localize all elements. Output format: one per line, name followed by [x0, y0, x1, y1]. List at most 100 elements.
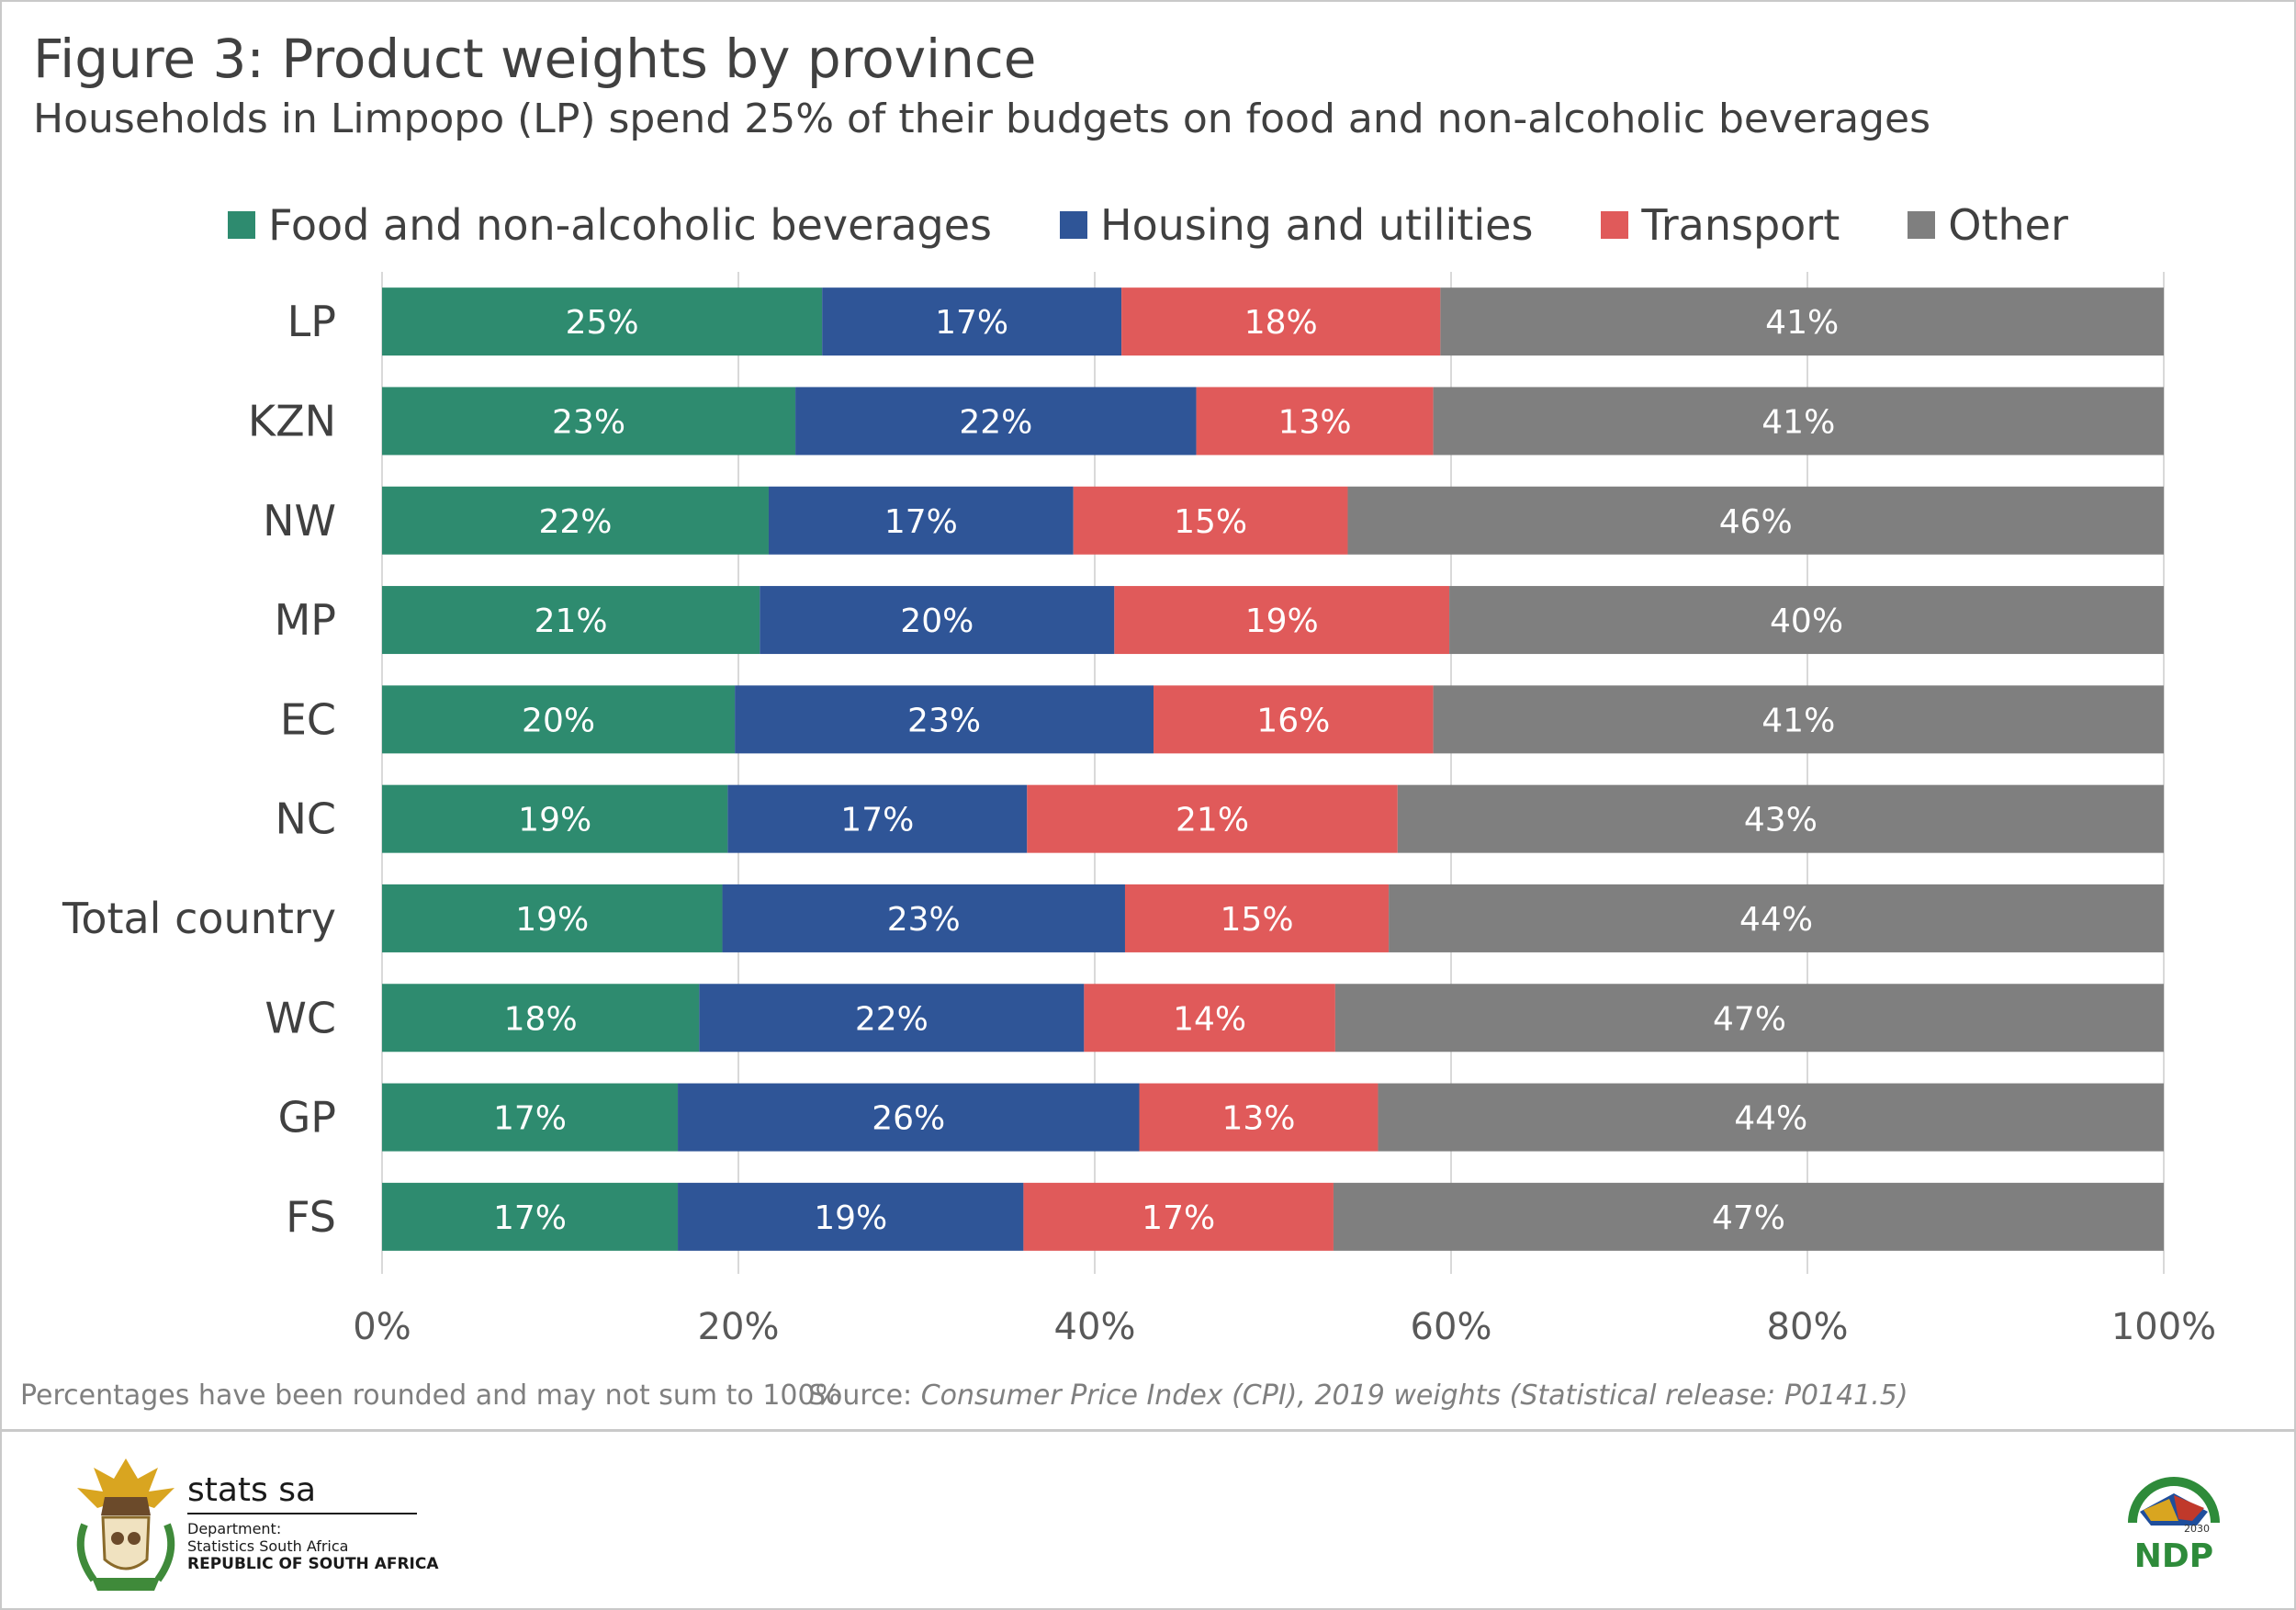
data-label: 19%	[515, 901, 589, 939]
data-label: 22%	[959, 403, 1032, 441]
category-label: NC	[275, 794, 336, 844]
coat-of-arms-icon	[76, 1458, 175, 1591]
statssa-dept-line2: Statistics South Africa	[187, 1537, 349, 1555]
statssa-country: REPUBLIC OF SOUTH AFRICA	[187, 1555, 439, 1573]
legend-swatch-food	[228, 211, 256, 239]
data-label: 19%	[1245, 602, 1319, 640]
legend-label-food: Food and non-alcoholic beverages	[268, 200, 993, 250]
footnote: Percentages have been rounded and may no…	[20, 1379, 842, 1412]
bar-segment	[382, 1083, 679, 1152]
svg-text:NDP: NDP	[2134, 1537, 2213, 1575]
x-tick-label: 20%	[698, 1306, 780, 1348]
source-title: Consumer Price Index (CPI), 2019 weights…	[920, 1379, 1908, 1412]
data-label: 47%	[1713, 1000, 1786, 1038]
bar-segment	[795, 387, 1197, 456]
legend-swatch-other	[1908, 211, 1936, 239]
data-label: 46%	[1719, 503, 1793, 541]
statssa-rule	[187, 1513, 417, 1514]
data-label: 15%	[1174, 503, 1247, 541]
x-tick-label: 100%	[2111, 1306, 2216, 1348]
x-tick-label: 0%	[353, 1306, 411, 1348]
footer-divider	[0, 1429, 2296, 1432]
data-label: 17%	[493, 1199, 567, 1237]
bar-segment	[1121, 287, 1441, 356]
data-label: 25%	[566, 304, 639, 342]
bar-segment	[678, 1182, 1024, 1251]
bar-segment	[1114, 586, 1450, 655]
data-label: 17%	[493, 1100, 567, 1138]
statssa-logo-text: stats sa	[187, 1471, 317, 1509]
data-label: 17%	[1142, 1199, 1215, 1237]
data-label: 44%	[1739, 901, 1813, 939]
bar-segment	[382, 784, 728, 853]
data-label: 15%	[1221, 901, 1294, 939]
data-label: 17%	[935, 304, 1008, 342]
legend-label-transport: Transport	[1641, 200, 1840, 250]
legend-item-food: Food and non-alcoholic beverages	[228, 200, 992, 250]
bar-segment	[1196, 387, 1434, 456]
ndp-logo-icon: 2030 NDP	[2128, 1477, 2220, 1575]
data-label: 18%	[504, 1000, 578, 1038]
data-label: 17%	[840, 802, 914, 839]
data-label: 41%	[1761, 403, 1835, 441]
legend-item-transport: Transport	[1601, 200, 1840, 250]
bar-segment	[1084, 984, 1335, 1053]
source-prefix: Source:	[808, 1379, 921, 1412]
category-label: Total country	[62, 894, 336, 943]
data-label: 44%	[1734, 1100, 1807, 1138]
data-label: 16%	[1256, 702, 1330, 739]
bar-segment	[768, 486, 1074, 555]
bar-segment	[1027, 784, 1398, 853]
bar-segment	[1139, 1083, 1379, 1152]
legend-swatch-housing	[1060, 211, 1088, 239]
x-tick-label: 40%	[1054, 1306, 1136, 1348]
data-label: 19%	[518, 802, 591, 839]
bar-segment	[678, 1083, 1140, 1152]
bar-segment	[1023, 1182, 1334, 1251]
bar-segment	[1073, 486, 1348, 555]
bar-segment	[1440, 287, 2164, 356]
data-label: 19%	[814, 1199, 887, 1237]
data-label: 43%	[1744, 802, 1818, 839]
bar-segment	[1449, 586, 2164, 655]
bar-segment	[1334, 984, 2164, 1053]
category-label: GP	[278, 1093, 336, 1143]
data-label: 40%	[1770, 602, 1843, 640]
data-label: 17%	[884, 503, 958, 541]
bar-segment	[382, 685, 736, 754]
data-label: 13%	[1221, 1100, 1295, 1138]
data-label: 13%	[1278, 403, 1352, 441]
category-label: LP	[287, 297, 336, 346]
category-label: MP	[275, 595, 336, 645]
bar-segment	[1397, 784, 2164, 853]
bar-segment	[722, 884, 1125, 952]
data-label: 23%	[887, 901, 961, 939]
data-label: 47%	[1712, 1199, 1785, 1237]
data-label: 26%	[872, 1100, 945, 1138]
bar-segment	[382, 486, 769, 555]
bar-segment	[382, 884, 723, 952]
source-note: Source: Consumer Price Index (CPI), 2019…	[808, 1379, 1908, 1412]
data-label: 22%	[855, 1000, 929, 1038]
bar-segment	[822, 287, 1122, 356]
data-label: 20%	[522, 702, 595, 739]
bar-segment	[1333, 1182, 2164, 1251]
bar-segment	[1347, 486, 2164, 555]
svg-text:2030: 2030	[2184, 1523, 2210, 1535]
bar-segment	[382, 586, 760, 655]
data-label: 21%	[1176, 802, 1249, 839]
stacked-bar-chart: 0% 20% 40% 60% 80% 100% LP 25% 17% 18% 41% KZN 23% 22…	[62, 272, 2216, 1348]
category-label: KZN	[248, 396, 336, 445]
category-label: EC	[280, 694, 336, 744]
chart-title: Figure 3: Product weights by province	[33, 28, 1037, 90]
data-label: 14%	[1173, 1000, 1246, 1038]
bar-segment	[382, 984, 700, 1053]
bar-segment	[727, 784, 1028, 853]
bar-segment	[382, 1182, 679, 1251]
data-label: 22%	[538, 503, 612, 541]
category-label: NW	[263, 496, 336, 546]
chart-subtitle: Households in Limpopo (LP) spend 25% of …	[33, 96, 1931, 142]
x-tick-label: 80%	[1767, 1306, 1849, 1348]
bar-segment	[699, 984, 1085, 1053]
statssa-department: Department: Statistics South Africa	[187, 1520, 348, 1555]
